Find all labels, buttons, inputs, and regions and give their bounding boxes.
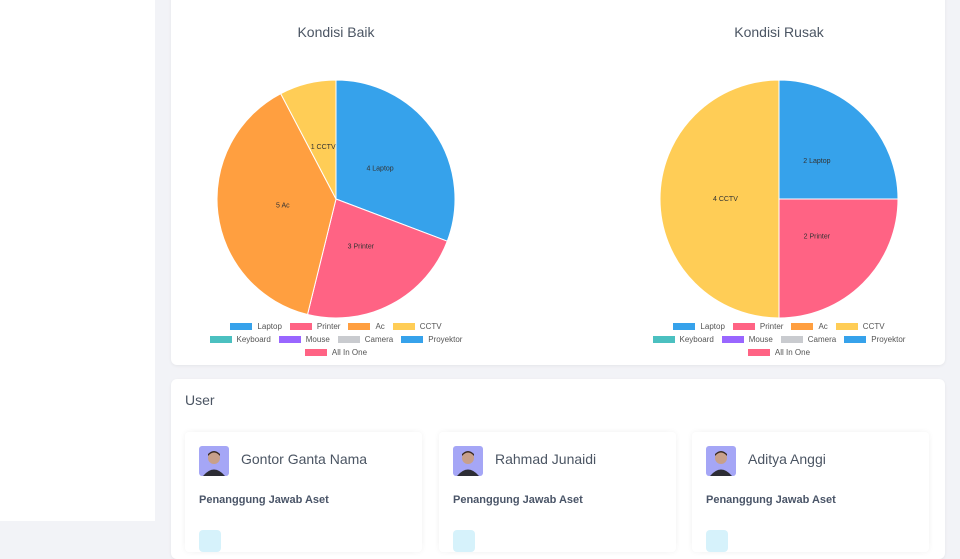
legend-swatch (348, 323, 371, 330)
legend-swatch (844, 336, 867, 343)
legend-swatch (304, 349, 327, 356)
legend-item: Ac (348, 322, 385, 331)
legend-item: Proyektor (401, 335, 462, 344)
avatar (453, 446, 483, 476)
legend-swatch (209, 336, 232, 343)
avatar-image (203, 451, 225, 476)
legend-label: Mouse (748, 335, 773, 344)
pie-slice (216, 92, 337, 316)
legend-item: Ac (791, 322, 828, 331)
avatar (199, 446, 229, 476)
legend-item: All In One (747, 348, 811, 357)
pie-slice (778, 198, 899, 319)
legend-label: Proyektor (428, 335, 463, 344)
legend-label: All In One (331, 348, 368, 357)
legend-swatch (673, 323, 696, 330)
legend-item: Printer (732, 322, 784, 331)
legend-label: Laptop (257, 322, 282, 331)
legend-item: CCTV (835, 322, 885, 331)
pie-slice (778, 79, 899, 200)
legend-label: Printer (759, 322, 784, 331)
legend-label: Keyboard (236, 335, 271, 344)
legend-label: Camera (364, 335, 394, 344)
legend-swatch (289, 323, 312, 330)
legend-swatch (780, 336, 803, 343)
user-role: Penanggung Jawab Aset (453, 494, 583, 506)
legend-swatch (392, 323, 415, 330)
user-name: Aditya Anggi (748, 451, 826, 467)
slice-label: 2 Laptop (803, 158, 830, 165)
avatar-image (710, 451, 732, 476)
legend-label: All In One (774, 348, 811, 357)
legend-item: Keyboard (652, 335, 714, 344)
slice-label: 3 Printer (348, 243, 375, 250)
user-name: Rahmad Junaidi (495, 451, 597, 467)
legend-item: Laptop (673, 322, 725, 331)
legend: Laptop Printer Ac CCTV Keyboard Mouse Camera Pr… (639, 322, 919, 357)
user-icon (453, 530, 475, 552)
legend-swatch (652, 336, 675, 343)
user-icon (706, 530, 728, 552)
legend-item: CCTV (392, 322, 442, 331)
legend-swatch (721, 336, 744, 343)
user-role: Penanggung Jawab Aset (199, 494, 329, 506)
legend-item: All In One (304, 348, 368, 357)
legend-swatch (791, 323, 814, 330)
slice-label: 2 Printer (804, 234, 831, 241)
legend-label: Ac (375, 322, 385, 331)
user-role: Penanggung Jawab Aset (706, 494, 836, 506)
avatar (706, 446, 736, 476)
legend-label: Ac (818, 322, 828, 331)
pie-slice (335, 79, 456, 242)
slice-label: 5 Ac (276, 202, 290, 209)
legend-item: Printer (289, 322, 341, 331)
legend-label: CCTV (419, 322, 442, 331)
pie-slice (306, 198, 448, 319)
legend: Laptop Printer Ac CCTV Keyboard Mouse Camera Pr… (196, 322, 476, 357)
user-name: Gontor Ganta Nama (241, 451, 368, 467)
section-title: User (185, 392, 215, 408)
legend-label: Printer (316, 322, 341, 331)
chart-title: Kondisi Rusak (734, 24, 824, 40)
user-card: Rahmad Junaidi Penanggung Jawab Aset (439, 432, 676, 552)
legend-item: Mouse (278, 335, 330, 344)
avatar-image (457, 451, 479, 476)
legend-item: Camera (780, 335, 837, 344)
legend-swatch (278, 336, 301, 343)
legend-swatch (337, 336, 360, 343)
legend-item: Keyboard (209, 335, 271, 344)
user-card: Gontor Ganta Nama Penanggung Jawab Aset (185, 432, 422, 552)
legend-label: Mouse (305, 335, 330, 344)
legend-swatch (401, 336, 424, 343)
legend-label: Proyektor (871, 335, 906, 344)
legend-label: CCTV (862, 322, 885, 331)
pie-slice (659, 79, 780, 319)
slice-label: 4 Laptop (366, 165, 393, 172)
legend-item: Proyektor (844, 335, 905, 344)
legend-label: Laptop (700, 322, 725, 331)
legend-swatch (230, 323, 253, 330)
legend-swatch (835, 323, 858, 330)
slice-label: 4 CCTV (713, 196, 738, 203)
legend-item: Mouse (721, 335, 773, 344)
chart-title: Kondisi Baik (297, 24, 375, 40)
user-card: Aditya Anggi Penanggung Jawab Aset (692, 432, 929, 552)
legend-label: Camera (807, 335, 837, 344)
sidebar (0, 0, 155, 521)
user-icon (199, 530, 221, 552)
legend-item: Camera (337, 335, 394, 344)
legend-swatch (747, 349, 770, 356)
slice-label: 1 CCTV (311, 144, 336, 151)
legend-swatch (732, 323, 755, 330)
legend-item: Laptop (230, 322, 282, 331)
pie-charts: 4 Laptop 3 Printer 5 Ac 1 CCTV 2 Laptop 2 Pri… (216, 79, 899, 319)
legend-label: Keyboard (679, 335, 714, 344)
